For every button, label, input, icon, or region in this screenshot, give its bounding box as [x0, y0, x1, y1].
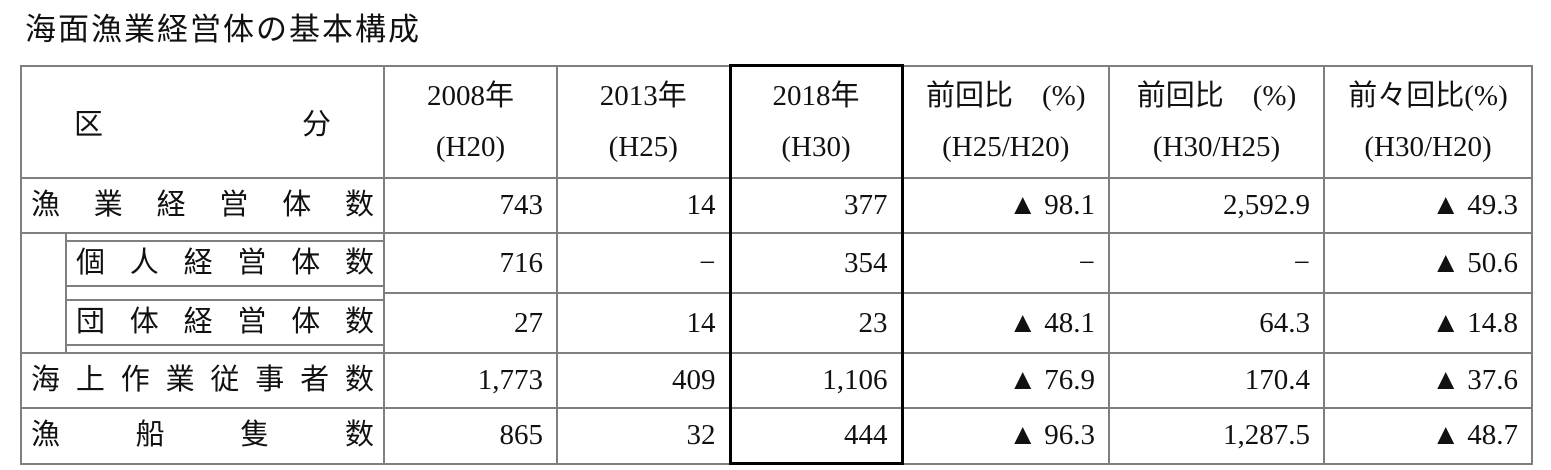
value-ratio2: 2,592.9	[1108, 177, 1326, 234]
header-ratio1-label: 前回比 (%)	[926, 79, 1086, 112]
value-2008: 865	[383, 407, 559, 465]
header-2013-year: 2013年	[599, 79, 687, 112]
header-ratio2-period: (H30/H25)	[1152, 130, 1281, 163]
header-2013: 2013年 (H25)	[556, 64, 732, 179]
value-2018: 354	[728, 232, 904, 294]
value-ratio1: ▲ 76.9	[901, 352, 1111, 409]
value-ratio2: 64.3	[1108, 292, 1326, 354]
value-2018: 377	[728, 177, 904, 234]
value-2008: 1,773	[383, 352, 559, 409]
value-2013: 14	[556, 292, 732, 354]
page-title: 海面漁業経営体の基本構成	[25, 12, 421, 47]
value-2008: 27	[383, 292, 559, 354]
value-2018: 1,106	[728, 352, 904, 409]
header-ratio3-period: (H30/H20)	[1364, 130, 1492, 163]
row-label: 漁業経営体数	[19, 177, 386, 234]
value-ratio1: −	[901, 232, 1111, 294]
value-ratio3: ▲ 48.7	[1323, 407, 1534, 465]
header-ratio2-label: 前回比 (%)	[1136, 79, 1297, 112]
sub-label-box: 個人経営体数	[68, 240, 383, 287]
value-2013: 409	[556, 352, 732, 409]
row-label-indented: 個人経営体数	[64, 233, 386, 293]
header-2013-era: (H25)	[608, 130, 678, 163]
value-ratio2: 170.4	[1108, 352, 1326, 409]
table-row-sea-workers: 海上作業従事者数 1,773 409 1,106 ▲ 76.9 170.4 ▲ …	[19, 352, 1534, 409]
fishery-structure-table: 区 分 2008年 (H20) 2013年 (H25) 2018年 (H30) …	[19, 64, 1534, 465]
value-ratio2: 1,287.5	[1108, 407, 1326, 465]
value-2013: 14	[556, 177, 732, 234]
header-category: 区 分	[19, 64, 386, 179]
header-2018-year: 2018年	[772, 80, 860, 112]
header-2008-era: (H20)	[435, 130, 506, 163]
value-2008: 743	[383, 177, 559, 234]
value-2008: 716	[383, 232, 559, 294]
header-ratio-h30-h25: 前回比 (%) (H30/H25)	[1108, 64, 1326, 179]
row-label: 海上作業従事者数	[19, 352, 386, 409]
header-2008-year: 2008年	[427, 79, 515, 112]
value-ratio3: ▲ 49.3	[1323, 177, 1534, 234]
value-ratio2: −	[1108, 232, 1326, 294]
value-2018: 23	[728, 292, 904, 354]
row-label-indented: 団体経営体数	[64, 293, 386, 353]
indent-spacer	[20, 233, 67, 353]
table-row-fishing-boats: 漁船隻数 865 32 444 ▲ 96.3 1,287.5 ▲ 48.7	[19, 407, 1534, 465]
value-ratio3: ▲ 50.6	[1323, 232, 1534, 294]
value-ratio3: ▲ 37.6	[1323, 352, 1534, 409]
row-label: 漁船隻数	[19, 407, 386, 465]
header-row: 区 分 2008年 (H20) 2013年 (H25) 2018年 (H30) …	[19, 64, 1534, 179]
table-row-individual-entities: 個人経営体数 716 − 354 − − ▲ 50.6	[20, 232, 1534, 353]
header-ratio-h30-h20: 前々回比(%) (H30/H20)	[1323, 64, 1534, 179]
header-ratio1-period: (H25/H20)	[942, 130, 1070, 163]
value-2013: −	[556, 232, 732, 294]
header-2018-highlighted: 2018年 (H30)	[728, 64, 904, 179]
value-2013: 32	[556, 407, 732, 465]
value-ratio1: ▲ 98.1	[901, 177, 1111, 234]
header-2018-era: (H30)	[781, 131, 851, 163]
value-ratio1: ▲ 48.1	[901, 292, 1111, 354]
table-row-group-entities: 団体経営体数 27 14 23 ▲ 48.1 64.3 ▲ 14.8	[21, 292, 1534, 354]
value-ratio1: ▲ 96.3	[901, 407, 1111, 465]
table-row-fishery-entities: 漁業経営体数 743 14 377 ▲ 98.1 2,592.9 ▲ 49.3	[19, 177, 1534, 234]
header-2008: 2008年 (H20)	[383, 64, 559, 179]
value-2018: 444	[728, 407, 904, 465]
value-ratio3: ▲ 14.8	[1323, 292, 1534, 354]
header-ratio3-label: 前々回比(%)	[1348, 79, 1508, 112]
page: 海面漁業経営体の基本構成 区 分 2008年 (H20) 2013年 (H25)…	[0, 10, 1551, 470]
header-ratio-h25-h20: 前回比 (%) (H25/H20)	[901, 64, 1111, 179]
sub-label-box: 団体経営体数	[68, 299, 383, 346]
